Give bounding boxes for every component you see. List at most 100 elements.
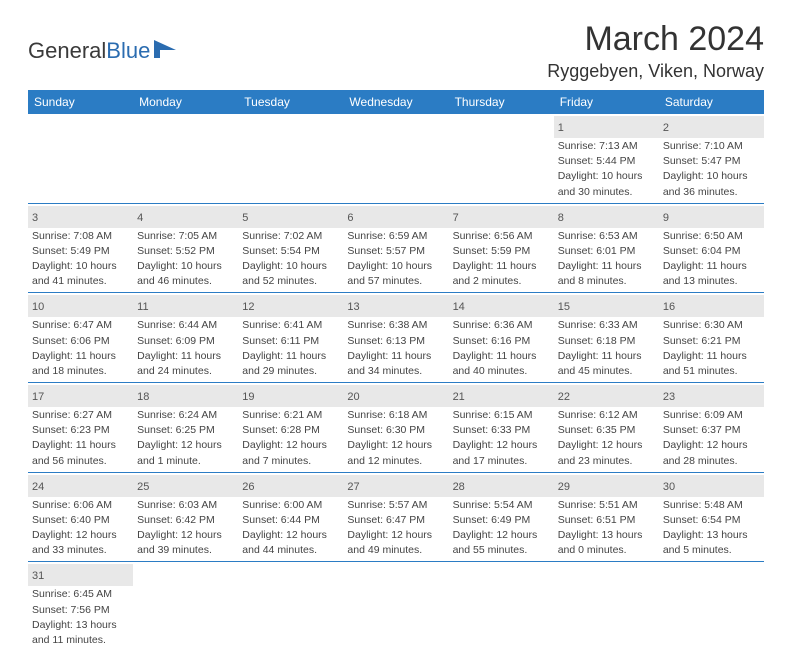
daylight1-text: Daylight: 12 hours	[453, 438, 550, 452]
sunrise-text: Sunrise: 6:24 AM	[137, 408, 234, 422]
sunrise-text: Sunrise: 7:08 AM	[32, 229, 129, 243]
week-row: 17Sunrise: 6:27 AMSunset: 6:23 PMDayligh…	[28, 383, 764, 473]
week-row: 10Sunrise: 6:47 AMSunset: 6:06 PMDayligh…	[28, 293, 764, 383]
daylight1-text: Daylight: 12 hours	[242, 528, 339, 542]
day-number: 14	[453, 301, 465, 313]
day-number: 26	[242, 481, 254, 493]
day-number: 29	[558, 481, 570, 493]
day-cell: 7Sunrise: 6:56 AMSunset: 5:59 PMDaylight…	[449, 204, 554, 293]
day-number-row: 5	[238, 206, 343, 228]
sunset-text: Sunset: 6:30 PM	[347, 423, 444, 437]
week-row: 31Sunrise: 6:45 AMSunset: 7:56 PMDayligh…	[28, 562, 764, 651]
daylight2-text: and 34 minutes.	[347, 364, 444, 378]
day-number-row: 31	[28, 564, 133, 586]
daylight2-text: and 23 minutes.	[558, 454, 655, 468]
sunset-text: Sunset: 6:25 PM	[137, 423, 234, 437]
day-cell: 20Sunrise: 6:18 AMSunset: 6:30 PMDayligh…	[343, 383, 448, 472]
empty-cell	[449, 114, 554, 203]
daylight2-text: and 13 minutes.	[663, 274, 760, 288]
day-cell: 28Sunrise: 5:54 AMSunset: 6:49 PMDayligh…	[449, 473, 554, 562]
day-number-row: 15	[554, 295, 659, 317]
day-cell: 31Sunrise: 6:45 AMSunset: 7:56 PMDayligh…	[28, 562, 133, 651]
sunset-text: Sunset: 6:44 PM	[242, 513, 339, 527]
day-cell: 16Sunrise: 6:30 AMSunset: 6:21 PMDayligh…	[659, 293, 764, 382]
logo-text-2: Blue	[106, 38, 150, 64]
sunrise-text: Sunrise: 6:18 AM	[347, 408, 444, 422]
day-number-row: 20	[343, 385, 448, 407]
daylight1-text: Daylight: 12 hours	[663, 438, 760, 452]
day-cell: 8Sunrise: 6:53 AMSunset: 6:01 PMDaylight…	[554, 204, 659, 293]
day-cell: 9Sunrise: 6:50 AMSunset: 6:04 PMDaylight…	[659, 204, 764, 293]
sunrise-text: Sunrise: 6:30 AM	[663, 318, 760, 332]
daylight1-text: Daylight: 13 hours	[558, 528, 655, 542]
day-number: 15	[558, 301, 570, 313]
sunrise-text: Sunrise: 5:57 AM	[347, 498, 444, 512]
sunset-text: Sunset: 6:01 PM	[558, 244, 655, 258]
sunset-text: Sunset: 6:33 PM	[453, 423, 550, 437]
sunrise-text: Sunrise: 6:36 AM	[453, 318, 550, 332]
daylight2-text: and 46 minutes.	[137, 274, 234, 288]
day-header-cell: Saturday	[659, 90, 764, 114]
sunrise-text: Sunrise: 6:27 AM	[32, 408, 129, 422]
daylight2-text: and 28 minutes.	[663, 454, 760, 468]
day-cell: 17Sunrise: 6:27 AMSunset: 6:23 PMDayligh…	[28, 383, 133, 472]
daylight1-text: Daylight: 10 hours	[663, 169, 760, 183]
flag-icon	[154, 38, 180, 64]
sunset-text: Sunset: 6:51 PM	[558, 513, 655, 527]
day-cell: 10Sunrise: 6:47 AMSunset: 6:06 PMDayligh…	[28, 293, 133, 382]
empty-cell	[133, 114, 238, 203]
day-number: 13	[347, 301, 359, 313]
day-number: 31	[32, 570, 44, 582]
daylight2-text: and 24 minutes.	[137, 364, 234, 378]
sunset-text: Sunset: 5:59 PM	[453, 244, 550, 258]
day-number-row: 25	[133, 475, 238, 497]
daylight2-text: and 2 minutes.	[453, 274, 550, 288]
weeks-container: 1Sunrise: 7:13 AMSunset: 5:44 PMDaylight…	[28, 114, 764, 651]
daylight2-text: and 1 minute.	[137, 454, 234, 468]
sunset-text: Sunset: 5:52 PM	[137, 244, 234, 258]
sunrise-text: Sunrise: 6:41 AM	[242, 318, 339, 332]
daylight2-text: and 56 minutes.	[32, 454, 129, 468]
day-number-row: 12	[238, 295, 343, 317]
sunrise-text: Sunrise: 6:33 AM	[558, 318, 655, 332]
day-number-row: 30	[659, 475, 764, 497]
day-cell: 24Sunrise: 6:06 AMSunset: 6:40 PMDayligh…	[28, 473, 133, 562]
daylight2-text: and 55 minutes.	[453, 543, 550, 557]
day-number-row: 4	[133, 206, 238, 228]
day-number: 12	[242, 301, 254, 313]
day-number-row: 26	[238, 475, 343, 497]
day-number: 3	[32, 212, 38, 224]
daylight2-text: and 30 minutes.	[558, 185, 655, 199]
day-number: 27	[347, 481, 359, 493]
day-cell: 22Sunrise: 6:12 AMSunset: 6:35 PMDayligh…	[554, 383, 659, 472]
sunset-text: Sunset: 6:37 PM	[663, 423, 760, 437]
empty-cell	[343, 562, 448, 651]
empty-cell	[343, 114, 448, 203]
day-number-row: 28	[449, 475, 554, 497]
daylight2-text: and 18 minutes.	[32, 364, 129, 378]
sunrise-text: Sunrise: 6:38 AM	[347, 318, 444, 332]
daylight2-text: and 12 minutes.	[347, 454, 444, 468]
sunrise-text: Sunrise: 7:10 AM	[663, 139, 760, 153]
sunset-text: Sunset: 6:11 PM	[242, 334, 339, 348]
daylight1-text: Daylight: 12 hours	[453, 528, 550, 542]
sunset-text: Sunset: 6:18 PM	[558, 334, 655, 348]
sunrise-text: Sunrise: 5:51 AM	[558, 498, 655, 512]
sunset-text: Sunset: 5:54 PM	[242, 244, 339, 258]
day-number: 23	[663, 391, 675, 403]
daylight2-text: and 52 minutes.	[242, 274, 339, 288]
sunset-text: Sunset: 6:04 PM	[663, 244, 760, 258]
day-number: 28	[453, 481, 465, 493]
day-cell: 30Sunrise: 5:48 AMSunset: 6:54 PMDayligh…	[659, 473, 764, 562]
sunset-text: Sunset: 6:49 PM	[453, 513, 550, 527]
sunset-text: Sunset: 6:16 PM	[453, 334, 550, 348]
day-cell: 14Sunrise: 6:36 AMSunset: 6:16 PMDayligh…	[449, 293, 554, 382]
sunset-text: Sunset: 5:44 PM	[558, 154, 655, 168]
sunrise-text: Sunrise: 6:06 AM	[32, 498, 129, 512]
daylight1-text: Daylight: 12 hours	[347, 438, 444, 452]
sunrise-text: Sunrise: 7:02 AM	[242, 229, 339, 243]
day-number-row: 3	[28, 206, 133, 228]
day-header-cell: Wednesday	[343, 90, 448, 114]
day-number-row: 23	[659, 385, 764, 407]
day-number: 22	[558, 391, 570, 403]
